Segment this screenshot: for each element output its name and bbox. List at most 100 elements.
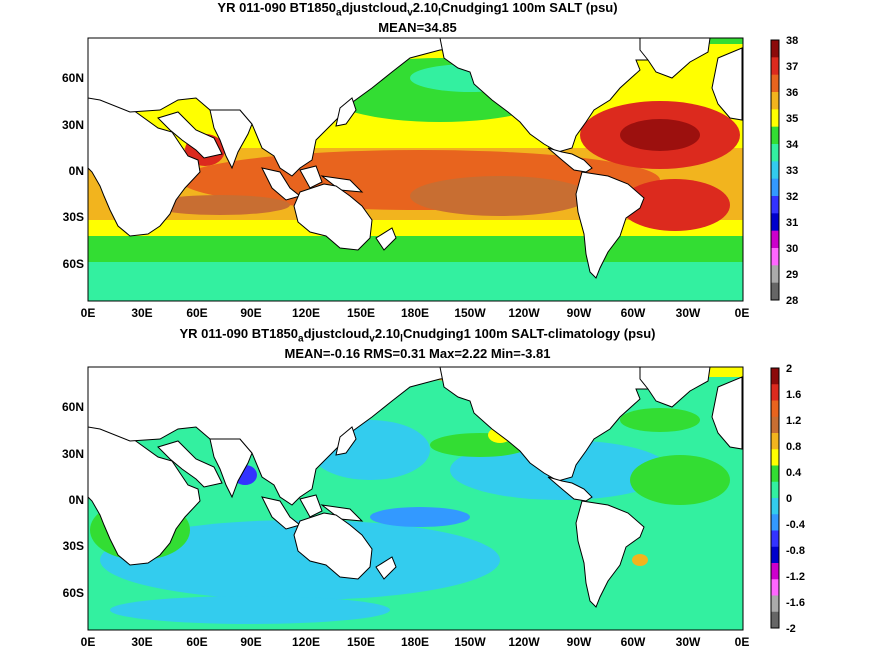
- x-tick-label: 0E: [735, 306, 750, 320]
- colorbar-swatch: [771, 92, 779, 110]
- x-tick-label: 60W: [621, 635, 646, 649]
- colorbar-swatch: [771, 611, 779, 629]
- colorbar-tick-label: -2: [786, 623, 796, 635]
- colorbar-tick-label: 28: [786, 295, 798, 307]
- colorbar-swatch: [771, 433, 779, 450]
- colorbar-tick-label: 0.4: [786, 467, 802, 479]
- panel1-colorbar-labels: 38 37 36 35 34 33 32 31 30 29 28: [786, 35, 799, 307]
- colorbar-tick-label: 38: [786, 35, 798, 47]
- x-tick-label: 150E: [347, 306, 375, 320]
- colorbar-tick-label: -0.8: [786, 545, 805, 557]
- colorbar-swatch: [771, 400, 779, 418]
- panel2-y-axis: 60N 30N 0N 30S 60S: [62, 400, 84, 600]
- colorbar-swatch: [771, 74, 779, 93]
- colorbar-tick-label: 2: [786, 363, 792, 375]
- map-panel-salinity: 0E 30E 60E 90E 120E 150E 180E 150W 120W …: [62, 35, 799, 320]
- x-tick-label: 180E: [401, 635, 429, 649]
- colorbar-swatch: [771, 161, 779, 180]
- colorbar-swatch: [771, 178, 779, 197]
- x-tick-label: 120W: [508, 306, 540, 320]
- colorbar-tick-label: 0.8: [786, 441, 801, 453]
- colorbar-tick-label: 34: [786, 139, 799, 151]
- y-tick-label: 30N: [62, 447, 84, 461]
- colorbar-tick-label: 37: [786, 61, 798, 73]
- x-tick-label: 90W: [567, 306, 592, 320]
- colorbar-swatch: [771, 546, 779, 564]
- colorbar-tick-label: 36: [786, 87, 798, 99]
- y-tick-label: 60S: [63, 257, 84, 271]
- y-tick-label: 30N: [62, 118, 84, 132]
- x-tick-label: 30E: [131, 306, 152, 320]
- colorbar-swatch: [771, 248, 779, 266]
- panel1-subtitle: MEAN=34.85: [378, 20, 457, 35]
- colorbar-swatch: [771, 481, 779, 499]
- colorbar-tick-label: 30: [786, 243, 798, 255]
- colorbar-tick-label: 0: [786, 493, 792, 505]
- colorbar-tick-label: -0.4: [786, 519, 806, 531]
- colorbar-swatch: [771, 144, 779, 162]
- colorbar-tick-label: 35: [786, 113, 798, 125]
- x-tick-label: 120W: [508, 635, 540, 649]
- colorbar-swatch: [771, 265, 779, 284]
- x-tick-label: 60W: [621, 306, 646, 320]
- panel2-x-axis: 0E 30E 60E 90E 120E 150E 180E 150W 120W …: [81, 635, 750, 649]
- colorbar-swatch: [771, 465, 779, 483]
- y-tick-label: 30S: [63, 210, 84, 224]
- panel2-colorbar: [770, 367, 780, 629]
- colorbar-swatch: [771, 282, 779, 301]
- x-tick-label: 120E: [292, 306, 320, 320]
- map-panel-salinity-bias: 0E 30E 60E 90E 120E 150E 180E 150W 120W …: [62, 363, 806, 649]
- x-tick-label: 0E: [81, 306, 96, 320]
- colorbar-swatch: [771, 579, 779, 596]
- colorbar-swatch: [771, 416, 779, 434]
- panel2-subtitle: MEAN=-0.16 RMS=0.31 Max=2.22 Min=-3.81: [284, 346, 551, 361]
- panel2-colorbar-labels: 2 1.6 1.2 0.8 0.4 0 -0.4 -0.8 -1.2 -1.6 …: [786, 363, 806, 635]
- panel1-x-axis: 0E 30E 60E 90E 120E 150E 180E 150W 120W …: [81, 306, 750, 320]
- y-tick-label: 60S: [63, 586, 84, 600]
- colorbar-swatch: [771, 514, 779, 531]
- colorbar-tick-label: 1.2: [786, 415, 801, 427]
- colorbar-swatch: [771, 40, 779, 58]
- colorbar-swatch: [771, 595, 779, 613]
- x-tick-label: 30W: [676, 306, 701, 320]
- colorbar-tick-label: -1.2: [786, 571, 805, 583]
- x-tick-label: 60E: [186, 306, 207, 320]
- x-tick-label: 180E: [401, 306, 429, 320]
- colorbar-frame: [770, 367, 780, 629]
- colorbar-tick-label: 31: [786, 217, 798, 229]
- x-tick-label: 30W: [676, 635, 701, 649]
- y-tick-label: 0N: [69, 164, 84, 178]
- colorbar-swatch: [771, 196, 779, 214]
- colorbar-swatch: [771, 213, 779, 232]
- panel1-title: YR 011-090 BT1850adjustcloudv2.10lCnudgi…: [217, 0, 618, 19]
- y-tick-label: 60N: [62, 71, 84, 85]
- x-tick-label: 150E: [347, 635, 375, 649]
- x-tick-label: 60E: [186, 635, 207, 649]
- colorbar-tick-label: 32: [786, 191, 798, 203]
- colorbar-swatch: [771, 57, 779, 76]
- x-tick-label: 90E: [240, 635, 261, 649]
- colorbar-swatch: [771, 449, 779, 466]
- y-tick-label: 60N: [62, 400, 84, 414]
- panel2-title: YR 011-090 BT1850adjustcloudv2.10lCnudgi…: [179, 326, 656, 345]
- colorbar-swatch: [771, 126, 779, 145]
- colorbar-tick-label: 1.6: [786, 389, 801, 401]
- x-tick-label: 90W: [567, 635, 592, 649]
- panel1-y-axis: 60N 30N 0N 30S 60S: [62, 71, 84, 271]
- x-tick-label: 0E: [735, 635, 750, 649]
- colorbar-swatch: [771, 230, 779, 249]
- colorbar-frame: [770, 39, 780, 301]
- colorbar-tick-label: 33: [786, 165, 798, 177]
- x-tick-label: 0E: [81, 635, 96, 649]
- colorbar-tick-label: -1.6: [786, 597, 805, 609]
- colorbar-swatch: [771, 563, 779, 580]
- x-tick-label: 30E: [131, 635, 152, 649]
- colorbar-tick-label: 29: [786, 269, 798, 281]
- colorbar-swatch: [771, 498, 779, 515]
- y-tick-label: 0N: [69, 493, 84, 507]
- colorbar-swatch: [771, 384, 779, 401]
- colorbar-swatch: [771, 109, 779, 128]
- x-tick-label: 120E: [292, 635, 320, 649]
- colorbar-swatch: [771, 530, 779, 548]
